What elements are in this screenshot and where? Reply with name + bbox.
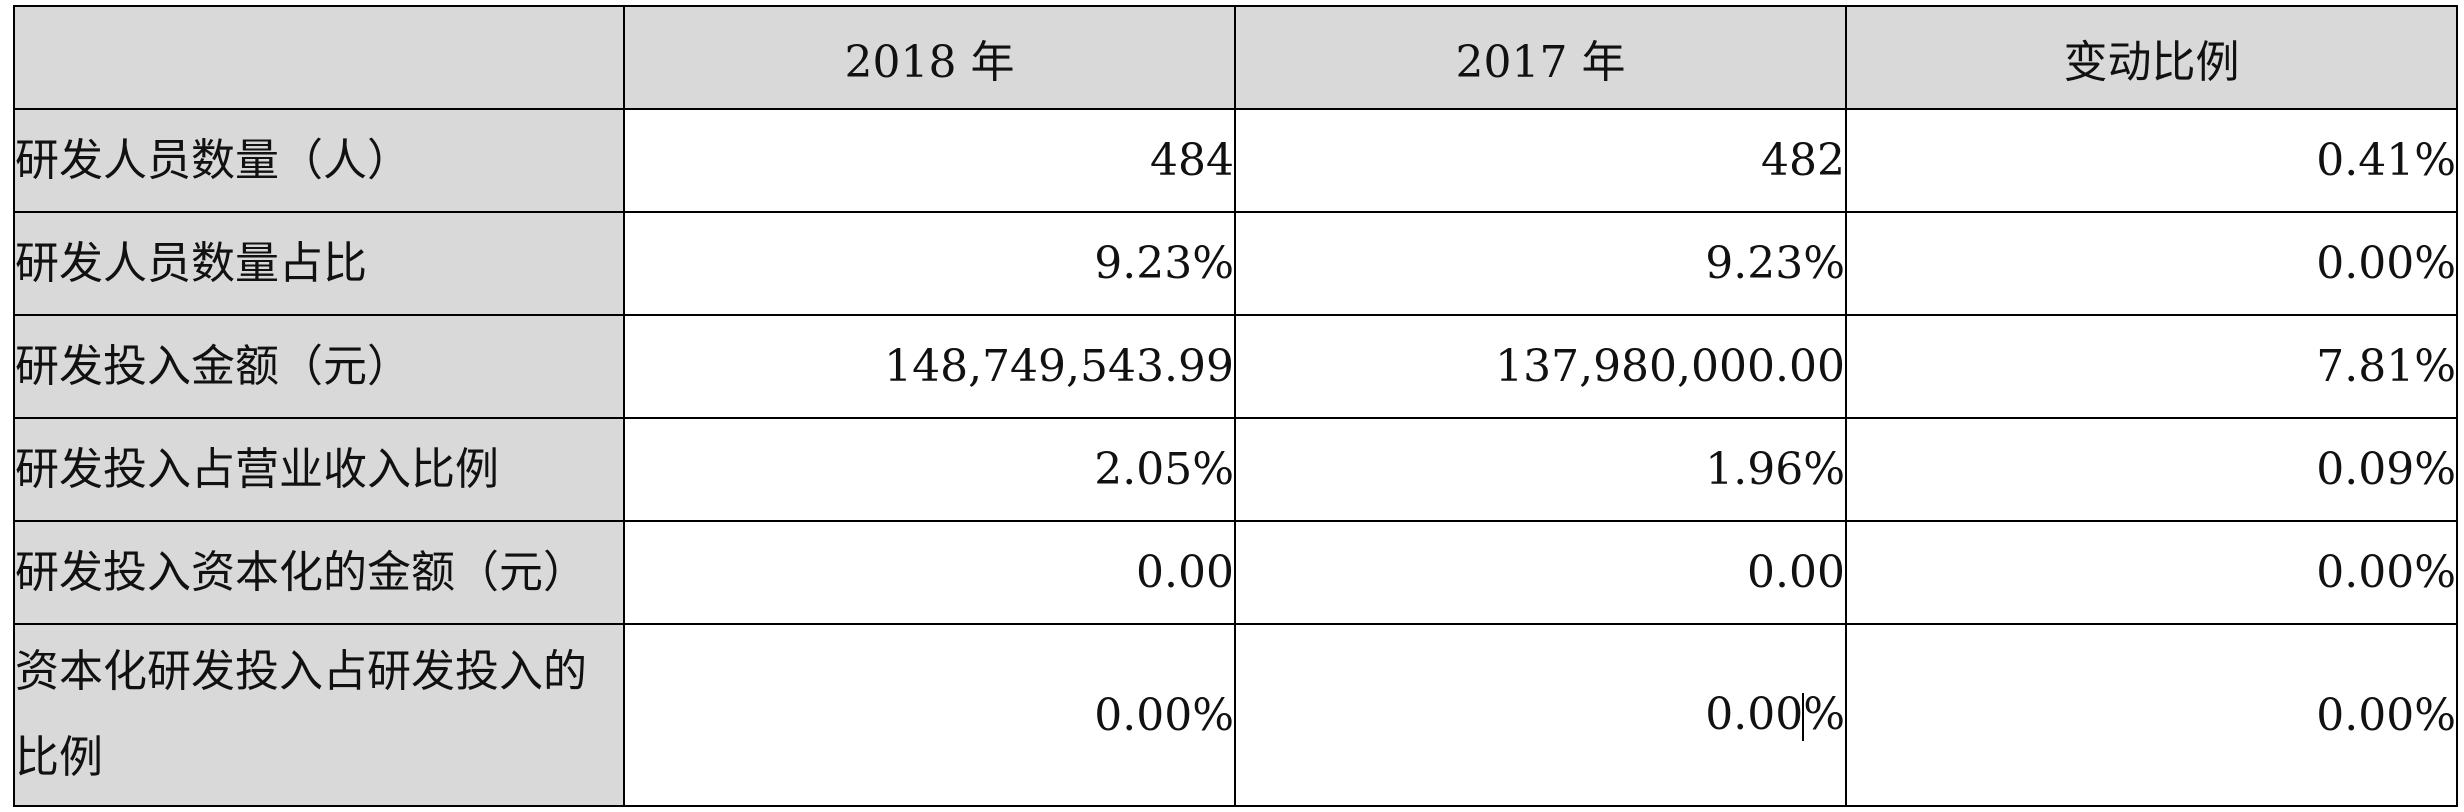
- cell-2018: 0.00%: [623, 623, 1236, 807]
- cell-2018: 0.00: [623, 520, 1236, 625]
- cell-2017-text-after-cursor: %: [1803, 688, 1845, 740]
- header-corner-cell: [13, 5, 625, 110]
- row-label: 研发人员数量（人）: [13, 108, 625, 213]
- rd-investment-table: 2018 年 2017 年 变动比例 研发人员数量（人） 484 482 0.4…: [13, 5, 2458, 807]
- row-label: 研发投入金额（元）: [13, 314, 625, 419]
- table-row: 研发投入金额（元） 148,749,543.99 137,980,000.00 …: [13, 314, 2458, 419]
- table-row: 研发投入资本化的金额（元） 0.00 0.00 0.00%: [13, 520, 2458, 625]
- table-row: 研发人员数量（人） 484 482 0.41%: [13, 108, 2458, 213]
- cell-2017: 1.96%: [1234, 417, 1847, 522]
- cell-change: 0.00%: [1845, 623, 2458, 807]
- cell-2017: 482: [1234, 108, 1847, 213]
- cell-2017: 0.00: [1234, 520, 1847, 625]
- cell-2017: 9.23%: [1234, 211, 1847, 316]
- cell-2018: 484: [623, 108, 1236, 213]
- header-change-ratio: 变动比例: [1845, 5, 2458, 110]
- table-row: 研发人员数量占比 9.23% 9.23% 0.00%: [13, 211, 2458, 316]
- text-cursor: [1802, 693, 1805, 742]
- cell-2017[interactable]: 0.00%: [1234, 623, 1847, 807]
- cell-2018: 148,749,543.99: [623, 314, 1236, 419]
- cell-2018: 9.23%: [623, 211, 1236, 316]
- row-label: 资本化研发投入占研发投入的比例: [13, 623, 625, 807]
- cell-2017: 137,980,000.00: [1234, 314, 1847, 419]
- cell-change: 0.41%: [1845, 108, 2458, 213]
- table-row: 资本化研发投入占研发投入的比例 0.00% 0.00% 0.00%: [13, 623, 2458, 807]
- header-2017: 2017 年: [1234, 5, 1847, 110]
- row-label: 研发人员数量占比: [13, 211, 625, 316]
- table-row: 研发投入占营业收入比例 2.05% 1.96% 0.09%: [13, 417, 2458, 522]
- table-header-row: 2018 年 2017 年 变动比例: [13, 5, 2458, 110]
- row-label: 研发投入占营业收入比例: [13, 417, 625, 522]
- cell-change: 7.81%: [1845, 314, 2458, 419]
- row-label: 研发投入资本化的金额（元）: [13, 520, 625, 625]
- cell-2017-text-before-cursor: 0.00: [1705, 688, 1804, 740]
- header-2018: 2018 年: [623, 5, 1236, 110]
- cell-change: 0.09%: [1845, 417, 2458, 522]
- cell-2018: 2.05%: [623, 417, 1236, 522]
- cell-change: 0.00%: [1845, 211, 2458, 316]
- cell-change: 0.00%: [1845, 520, 2458, 625]
